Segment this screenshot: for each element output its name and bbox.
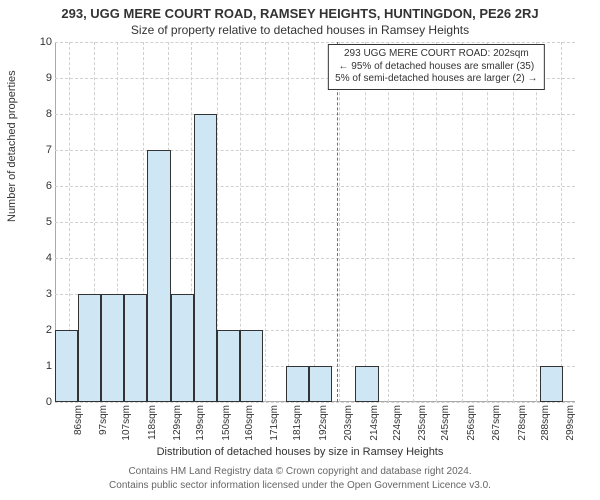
y-tick-label: 0: [22, 396, 52, 408]
grid-line-v: [561, 42, 562, 402]
plot-area: 293 UGG MERE COURT ROAD: 202sqm← 95% of …: [55, 42, 575, 402]
x-tick-label: 224sqm: [392, 405, 403, 441]
histogram-bar: [309, 366, 332, 402]
grid-line-v: [513, 42, 514, 402]
chart-container: 293, UGG MERE COURT ROAD, RAMSEY HEIGHTS…: [0, 0, 600, 500]
x-tick-label: 299sqm: [565, 405, 576, 441]
x-tick-label: 288sqm: [540, 405, 551, 441]
grid-line-h: [55, 258, 575, 259]
x-tick-label: 118sqm: [147, 405, 158, 440]
histogram-bar: [171, 294, 194, 402]
y-tick-label: 6: [22, 180, 52, 192]
y-tick-label: 5: [22, 216, 52, 228]
grid-line-v: [314, 42, 315, 402]
x-tick-label: 203sqm: [343, 405, 354, 441]
y-tick-label: 9: [22, 72, 52, 84]
x-tick-label: 97sqm: [98, 405, 109, 435]
grid-line-v: [436, 42, 437, 402]
grid-line-h: [55, 150, 575, 151]
x-tick-label: 256sqm: [466, 405, 477, 441]
x-tick-label: 235sqm: [417, 405, 428, 441]
grid-line-h: [55, 114, 575, 115]
y-tick-label: 1: [22, 360, 52, 372]
histogram-bar: [124, 294, 147, 402]
histogram-bar: [55, 330, 78, 402]
x-tick-label: 86sqm: [73, 405, 84, 435]
grid-line-v: [536, 42, 537, 402]
histogram-bar: [540, 366, 563, 402]
histogram-bar: [240, 330, 263, 402]
grid-line-h: [55, 186, 575, 187]
y-tick-label: 2: [22, 324, 52, 336]
x-tick-label: 139sqm: [195, 405, 206, 441]
x-tick-label: 171sqm: [269, 405, 280, 441]
grid-line-h: [55, 222, 575, 223]
grid-line-h: [55, 42, 575, 43]
grid-line-v: [288, 42, 289, 402]
y-tick-label: 4: [22, 252, 52, 264]
x-tick-label: 192sqm: [318, 405, 329, 441]
histogram-bar: [355, 366, 378, 402]
footer-line-2: Contains public sector information licen…: [0, 480, 600, 491]
annotation-line: ← 95% of detached houses are smaller (35…: [335, 61, 537, 74]
histogram-bar: [101, 294, 124, 402]
x-axis-label: Distribution of detached houses by size …: [0, 446, 600, 458]
annotation-line: 293 UGG MERE COURT ROAD: 202sqm: [335, 48, 537, 61]
y-tick-label: 10: [22, 36, 52, 48]
histogram-bar: [217, 330, 240, 402]
page-title: 293, UGG MERE COURT ROAD, RAMSEY HEIGHTS…: [0, 0, 600, 21]
y-axis-label: Number of detached properties: [6, 70, 18, 222]
grid-line-v: [487, 42, 488, 402]
y-tick-label: 8: [22, 108, 52, 120]
grid-line-v: [413, 42, 414, 402]
histogram-bar: [194, 114, 217, 402]
grid-line-v: [265, 42, 266, 402]
grid-line-v: [339, 42, 340, 402]
histogram-bar: [78, 294, 101, 402]
grid-line-v: [462, 42, 463, 402]
x-tick-label: 267sqm: [491, 405, 502, 441]
x-tick-label: 150sqm: [221, 405, 232, 441]
x-tick-label: 129sqm: [172, 405, 183, 441]
x-tick-label: 181sqm: [292, 405, 303, 441]
x-tick-label: 245sqm: [440, 405, 451, 441]
grid-line-v: [388, 42, 389, 402]
reference-line: [337, 42, 338, 402]
histogram-bar: [147, 150, 170, 402]
grid-line-v: [365, 42, 366, 402]
histogram-bar: [286, 366, 309, 402]
y-tick-label: 7: [22, 144, 52, 156]
annotation-box: 293 UGG MERE COURT ROAD: 202sqm← 95% of …: [328, 44, 544, 90]
x-tick-label: 160sqm: [244, 405, 255, 441]
x-tick-label: 107sqm: [121, 405, 132, 441]
page-subtitle: Size of property relative to detached ho…: [0, 21, 600, 37]
y-tick-label: 3: [22, 288, 52, 300]
x-tick-label: 278sqm: [517, 405, 528, 441]
footer-line-1: Contains HM Land Registry data © Crown c…: [0, 466, 600, 477]
x-tick-label: 214sqm: [369, 405, 380, 441]
annotation-line: 5% of semi-detached houses are larger (2…: [335, 73, 537, 86]
y-tick-wrap: 012345678910: [20, 42, 55, 402]
